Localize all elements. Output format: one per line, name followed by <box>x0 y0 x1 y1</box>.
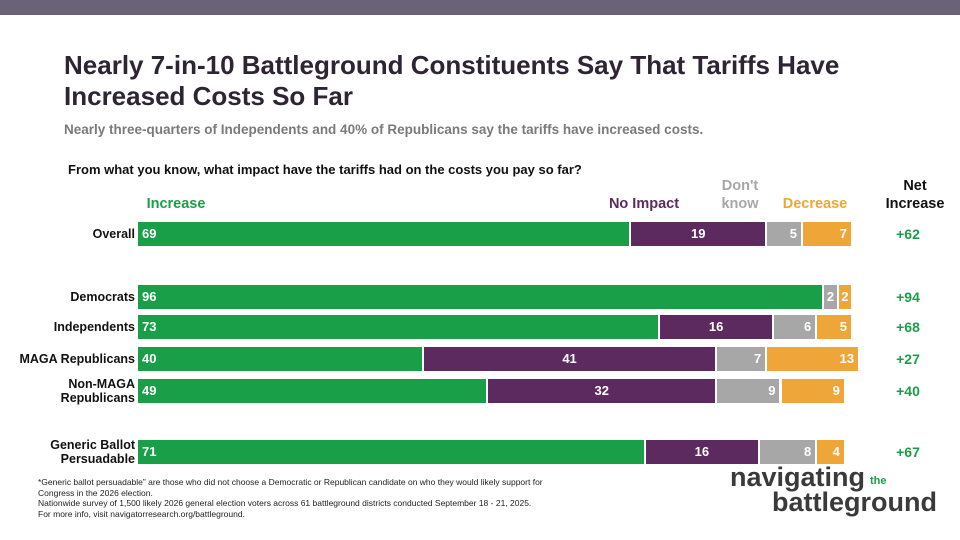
bar-segment <box>817 315 853 339</box>
value-label: 32 <box>594 383 609 398</box>
bar-segment <box>631 222 768 246</box>
footnotes: *Generic ballot persuadable” are those w… <box>38 477 578 519</box>
bar-segment <box>824 285 839 309</box>
logo-line2: battleground <box>772 487 937 517</box>
legend-label: Increase <box>146 196 206 212</box>
bar-segment <box>488 379 718 403</box>
net-label: +40 <box>896 383 920 399</box>
value-label: 16 <box>694 444 710 459</box>
value-label: 8 <box>804 444 812 459</box>
category-label: Generic Ballot Persuadable <box>50 438 135 466</box>
footnote: Nationwide survey of 1,500 likely 2026 g… <box>38 498 532 508</box>
bar-segment <box>838 285 853 309</box>
value-label: 73 <box>142 319 157 334</box>
value-label: 9 <box>768 383 776 398</box>
value-label: 5 <box>789 226 797 241</box>
bar-segment <box>781 379 846 403</box>
net-label: +67 <box>896 444 920 460</box>
value-label: 5 <box>839 319 847 334</box>
value-label: 13 <box>839 351 855 366</box>
bar-segment <box>802 222 853 246</box>
value-label: 69 <box>142 226 157 241</box>
legend-label: No Impact <box>608 196 680 212</box>
bar-segment <box>138 285 825 309</box>
legend-label: Decrease <box>782 196 848 212</box>
value-label: 7 <box>753 351 762 366</box>
subtitle: Nearly three-quarters of Independents an… <box>64 122 704 137</box>
footnote: *Generic ballot persuadable” are those w… <box>38 477 543 498</box>
net-label: +27 <box>896 351 920 367</box>
bar-segment <box>138 440 646 464</box>
bar-segment <box>645 440 761 464</box>
bar-segment <box>424 347 718 371</box>
value-label: 2 <box>826 289 835 304</box>
top-band <box>0 0 960 15</box>
logo-line1: navigating <box>730 462 866 492</box>
category-label: Independents <box>53 320 135 334</box>
value-label: 49 <box>142 383 157 398</box>
bar-segment <box>717 347 768 371</box>
value-label: 7 <box>839 226 847 241</box>
value-label: 6 <box>804 319 812 334</box>
legend-label: Don't know <box>721 178 759 212</box>
bar-segment <box>717 379 782 403</box>
category-label: Overall <box>92 227 135 241</box>
bar-segment <box>774 315 818 339</box>
bar-segment <box>138 347 424 371</box>
net-header: Net Increase <box>885 178 945 212</box>
net-label: +94 <box>896 289 920 305</box>
value-label: 96 <box>142 289 157 304</box>
value-label: 4 <box>832 444 840 459</box>
value-label: 19 <box>691 226 706 241</box>
bar-segment <box>817 440 846 464</box>
bar-segment <box>138 379 489 403</box>
net-label: +68 <box>896 319 920 335</box>
value-label: 40 <box>142 351 157 366</box>
bar-segment <box>767 347 861 371</box>
category-label: Non-MAGA Republicans <box>60 377 135 405</box>
value-label: 41 <box>562 351 577 366</box>
question: From what you know, what impact have the… <box>68 162 582 177</box>
bar-segment <box>760 440 818 464</box>
chart-title: Nearly 7-in-10 Battleground Constituents… <box>64 50 840 111</box>
bar-segment <box>138 222 632 246</box>
bar-segment <box>659 315 775 339</box>
bar-segment <box>138 315 660 339</box>
category-label: MAGA Republicans <box>19 352 135 366</box>
net-label: +62 <box>896 226 920 242</box>
value-label: 2 <box>841 289 849 304</box>
category-label: Democrats <box>70 290 135 304</box>
value-label: 9 <box>832 383 840 398</box>
logo-small: the <box>870 475 887 487</box>
value-label: 71 <box>142 444 157 459</box>
value-label: 16 <box>708 319 724 334</box>
footnote: For more info, visit navigatorresearch.o… <box>38 508 245 519</box>
bar-segment <box>767 222 803 246</box>
